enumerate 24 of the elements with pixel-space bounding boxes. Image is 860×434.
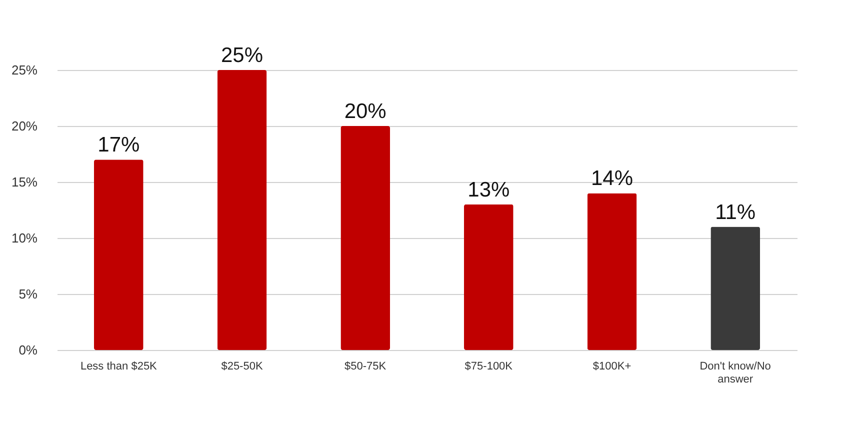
y-tick-label: 15% <box>11 174 38 190</box>
x-tick-label: $25-50K <box>221 360 264 372</box>
bar <box>710 226 760 350</box>
y-tick-label: 0% <box>18 342 38 358</box>
data-label: 13% <box>468 178 510 202</box>
x-tick-label: $100K+ <box>592 360 632 372</box>
bar <box>340 126 390 350</box>
data-label: 25% <box>220 44 264 67</box>
x-tick-label: Less than $25K <box>80 360 158 372</box>
y-tick-label: 25% <box>11 62 38 78</box>
y-tick-label: 5% <box>18 286 38 302</box>
data-label: 14% <box>590 167 634 190</box>
x-tick-label: $50-75K <box>344 360 387 372</box>
y-tick-label: 10% <box>11 230 38 246</box>
x-tick-label: $75-100K <box>464 360 514 372</box>
bar <box>464 204 514 350</box>
data-label: 17% <box>98 134 140 157</box>
y-tick-label: 20% <box>11 118 38 134</box>
data-label: 11% <box>715 200 756 224</box>
x-tick-label: Don't know/No answer <box>700 360 771 386</box>
bar <box>217 70 267 350</box>
bar <box>587 193 637 350</box>
data-label: 20% <box>344 100 386 123</box>
bar <box>94 160 144 350</box>
